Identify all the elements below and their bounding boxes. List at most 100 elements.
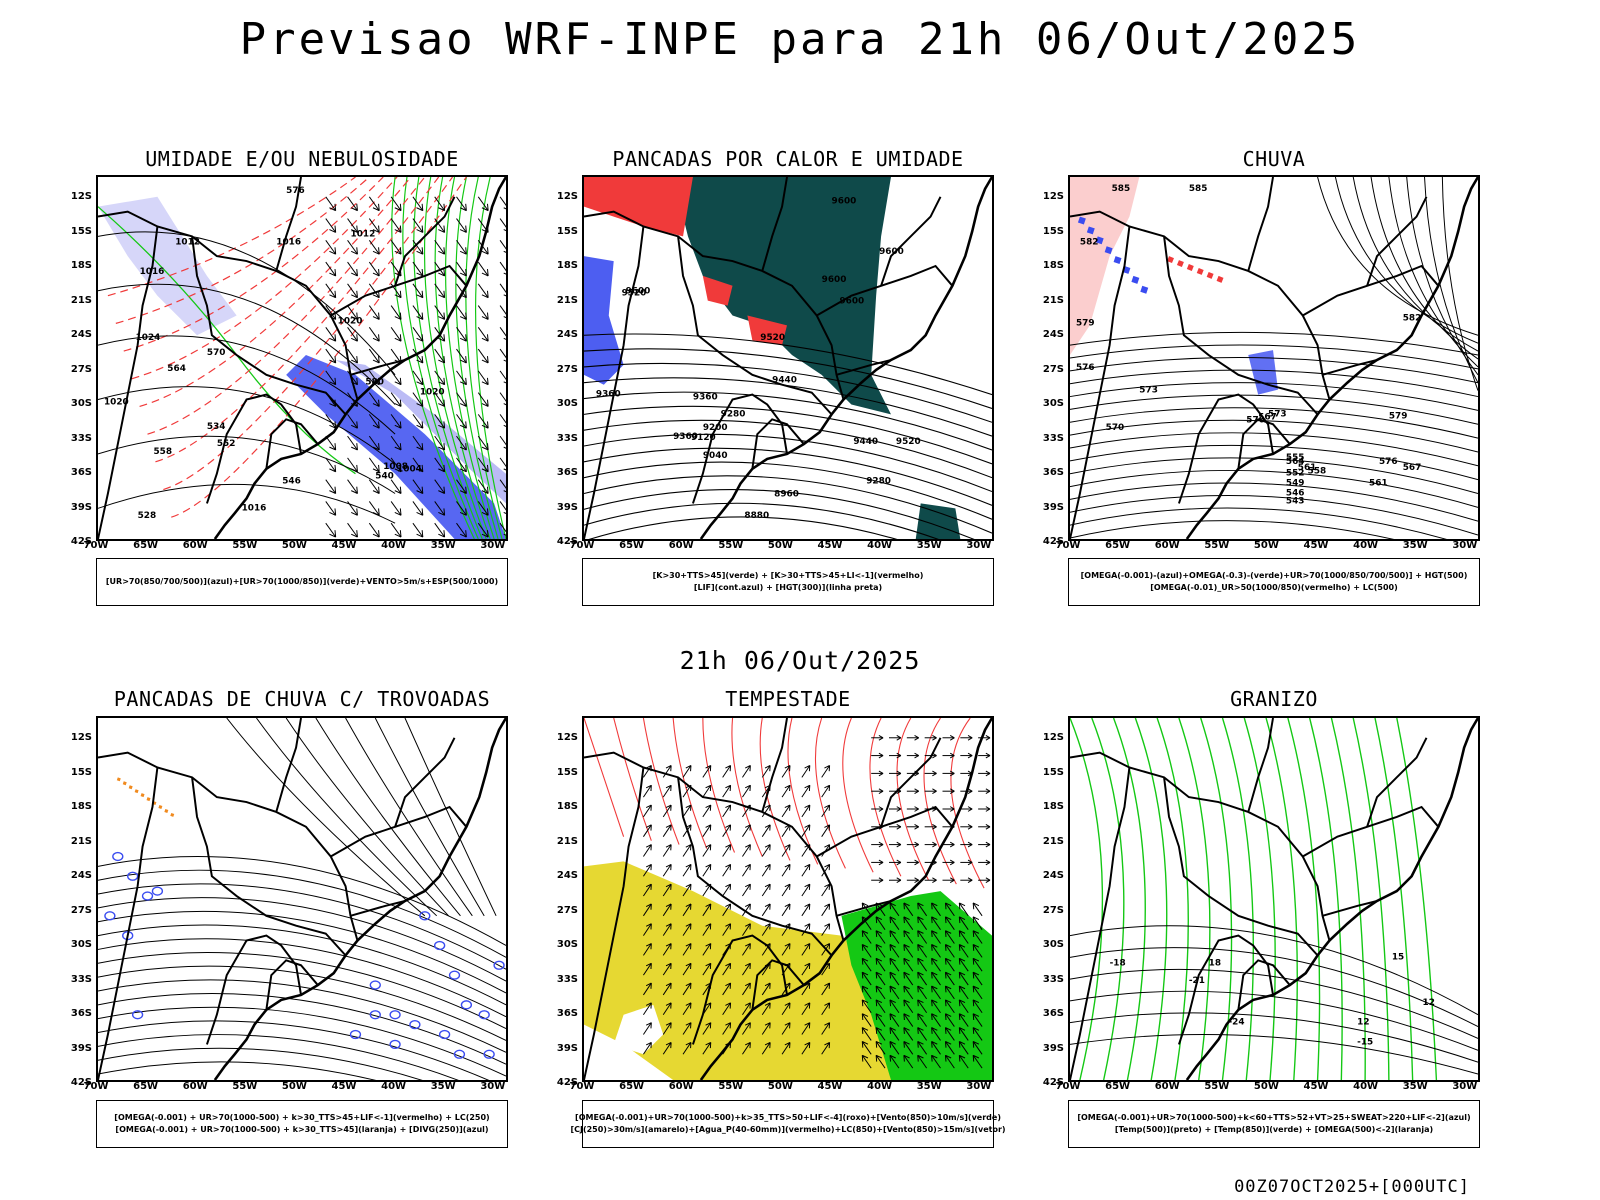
latitude-tick-label: 27S: [1042, 363, 1064, 375]
longitude-tick-label: 70W: [83, 540, 109, 551]
panel-legend: [UR>70(850/700/500)](azul)+[UR>70(1000/8…: [96, 558, 508, 606]
contour-label: 12: [1357, 1018, 1369, 1028]
latitude-tick-label: 21S: [556, 835, 578, 847]
legend-line: [LIF](cont.azul) + [HGT(300)](linha pret…: [693, 583, 883, 592]
longitude-tick-label: 35W: [430, 1081, 456, 1092]
longitude-tick-label: 65W: [1105, 1081, 1131, 1092]
contour-label: 9360: [673, 432, 698, 442]
contour-label: 9600: [879, 247, 904, 257]
latitude-tick-label: 21S: [1042, 294, 1064, 306]
latitude-tick-label: 36S: [1042, 467, 1064, 478]
latitude-tick-label: 36S: [70, 1008, 92, 1019]
legend-line: [UR>70(850/700/500)](azul)+[UR>70(1000/8…: [105, 577, 499, 586]
legend-line: [OMEGA(-0.001)+UR>70(1000-500)+k>35_TTS>…: [575, 1113, 1001, 1122]
contour-label: 9360: [596, 390, 621, 400]
longitude-tick-label: 55W: [718, 1081, 744, 1092]
latitude-tick-label: 39S: [556, 501, 578, 513]
longitude-tick-label: 30W: [480, 540, 506, 551]
contour-label: 9520: [622, 289, 647, 299]
latitude-tick-label: 27S: [556, 363, 578, 375]
longitude-tick-label: 45W: [817, 1081, 843, 1092]
latitude-tick-label: 39S: [70, 501, 92, 513]
contour-label: 549: [1286, 479, 1305, 489]
contour-label: 570: [1246, 415, 1265, 425]
longitude-tick-label: 45W: [1303, 540, 1329, 551]
latitude-tick-label: 39S: [70, 1042, 92, 1054]
longitude-tick-label: 70W: [569, 1081, 595, 1092]
weather-map-panel: 585 585 582 579 576 573 570 567 564 561 558 555 552 5…: [1068, 175, 1480, 541]
weather-map-panel: [582, 716, 994, 1082]
contour-label: 12: [1423, 998, 1435, 1008]
contour-label: 9600: [839, 297, 864, 307]
longitude-tick-label: 40W: [1353, 540, 1379, 551]
contour-label: 570: [1106, 423, 1125, 433]
latitude-tick-label: 42S: [556, 1077, 578, 1088]
contour-label: 576: [1379, 457, 1398, 467]
panel-legend: [K>30+TTS>45](verde) + [K>30+TTS>45+LI<-…: [582, 558, 994, 606]
longitude-tick-label: 65W: [619, 540, 645, 551]
longitude-tick-label: 30W: [966, 1081, 992, 1092]
latitude-tick-label: 24S: [1042, 870, 1064, 881]
longitude-tick-label: 55W: [1204, 1081, 1230, 1092]
contour-label: 1020: [420, 388, 445, 398]
panel-legend: [OMEGA(-0.001)-(azul)+OMEGA(-0.3)-(verde…: [1068, 558, 1480, 606]
longitude-tick-label: 60W: [1154, 540, 1180, 551]
legend-line: [Temp(500)](preto) + [Temp(850)](verde) …: [1114, 1125, 1434, 1134]
latitude-tick-label: 33S: [556, 432, 578, 444]
longitude-tick-label: 50W: [1253, 540, 1279, 551]
longitude-tick-label: 30W: [1452, 1081, 1478, 1092]
latitude-tick-label: 30S: [1042, 398, 1064, 409]
map-canvas: 1012101610161012102010241020100810041016…: [98, 177, 506, 539]
latitude-tick-label: 15S: [556, 225, 578, 237]
contour-label: 570: [207, 348, 226, 358]
longitude-tick-label: 65W: [133, 540, 159, 551]
contour-label: 540: [375, 472, 394, 482]
legend-line: [K>30+TTS>45](verde) + [K>30+TTS>45+LI<-…: [652, 571, 924, 580]
latitude-tick-label: 21S: [70, 835, 92, 847]
latitude-tick-label: 39S: [1042, 501, 1064, 513]
longitude-tick-label: 40W: [867, 540, 893, 551]
latitude-tick-label: 21S: [1042, 835, 1064, 847]
contour-label: 582: [1403, 313, 1422, 323]
longitude-tick-label: 60W: [182, 540, 208, 551]
latitude-tick-label: 42S: [70, 536, 92, 547]
latitude-tick-label: 30S: [556, 939, 578, 950]
longitude-tick-label: 65W: [619, 1081, 645, 1092]
latitude-tick-label: 18S: [1042, 801, 1064, 812]
latitude-tick-label: 18S: [556, 801, 578, 812]
latitude-tick-label: 27S: [1042, 904, 1064, 916]
latitude-tick-label: 36S: [1042, 1008, 1064, 1019]
latitude-tick-label: 12S: [556, 732, 578, 743]
latitude-tick-label: 15S: [70, 225, 92, 237]
legend-line: [CJ(250)>30m/s](amarelo)+[Agua_P(40-60mm…: [570, 1125, 1006, 1134]
latitude-tick-label: 33S: [1042, 432, 1064, 444]
latitude-tick-label: 12S: [70, 732, 92, 743]
contour-label: 582: [1080, 237, 1099, 247]
contour-label: 552: [217, 439, 236, 449]
contour-label: 9520: [760, 333, 785, 343]
longitude-tick-label: 35W: [430, 540, 456, 551]
latitude-tick-label: 15S: [556, 766, 578, 778]
panel-legend: [OMEGA(-0.001) + UR>70(1000-500) + k>30_…: [96, 1100, 508, 1148]
longitude-tick-label: 70W: [569, 540, 595, 551]
run-time-footer: 00Z07OCT2025+[000UTC]: [1234, 1177, 1470, 1197]
contour-label: 579: [1076, 318, 1095, 328]
longitude-tick-label: 70W: [83, 1081, 109, 1092]
panel-legend: [OMEGA(-0.001)+UR>70(1000-500)+k<60+TTS>…: [1068, 1100, 1480, 1148]
longitude-tick-label: 35W: [916, 540, 942, 551]
map-canvas: [584, 718, 992, 1080]
latitude-tick-label: 15S: [1042, 225, 1064, 237]
contour-label: 9120: [691, 433, 716, 443]
contour-label: 1020: [104, 397, 129, 407]
contour-label: 564: [1286, 457, 1305, 467]
latitude-tick-label: 36S: [556, 467, 578, 478]
contour-label: 573: [1268, 409, 1287, 419]
longitude-tick-label: 55W: [1204, 540, 1230, 551]
contour-label: 1012: [351, 229, 376, 239]
contour-label: 546: [282, 477, 301, 487]
longitude-tick-label: 35W: [1402, 1081, 1428, 1092]
longitude-tick-label: 70W: [1055, 540, 1081, 551]
legend-line: [OMEGA(-0.001) + UR>70(1000-500) + k>30_…: [114, 1113, 490, 1122]
contour-label: 561: [1298, 463, 1317, 473]
